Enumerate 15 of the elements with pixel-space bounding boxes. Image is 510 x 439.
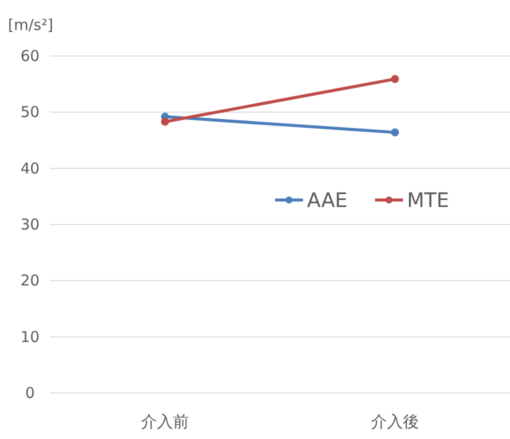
legend-label: AAE xyxy=(307,188,348,212)
x-tick-label: 介入後 xyxy=(371,412,419,431)
y-axis-title: [m/s²] xyxy=(8,16,54,34)
point xyxy=(161,118,169,126)
y-tick-label: 50 xyxy=(20,103,40,122)
point xyxy=(391,75,399,84)
y-tick-label: 30 xyxy=(20,216,40,234)
legend-label: MTE xyxy=(407,188,450,212)
point xyxy=(391,128,399,136)
y-tick-label: 60 xyxy=(20,47,40,65)
y-tick-label: 40 xyxy=(20,159,40,178)
x-tick-label: 介入前 xyxy=(141,412,189,431)
y-tick-label: 10 xyxy=(20,328,40,346)
y-tick-label: 20 xyxy=(20,272,40,290)
y-tick-label: 0 xyxy=(25,384,35,402)
